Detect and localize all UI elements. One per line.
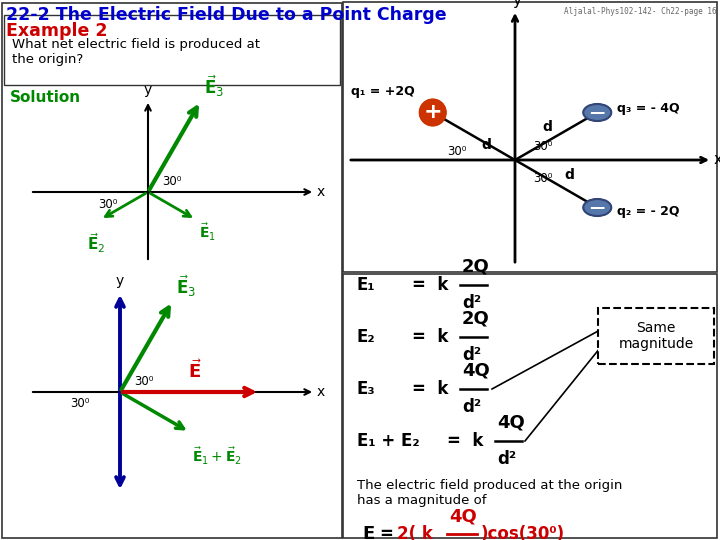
Text: q₃ = - 4Q: q₃ = - 4Q bbox=[617, 102, 680, 115]
Text: y: y bbox=[116, 274, 124, 288]
Text: d²: d² bbox=[462, 398, 481, 416]
Text: =: = bbox=[379, 525, 393, 540]
Text: $\vec{\mathbf{E}}_2$: $\vec{\mathbf{E}}_2$ bbox=[87, 232, 106, 255]
Text: Solution: Solution bbox=[10, 90, 81, 105]
Text: E₃: E₃ bbox=[357, 380, 376, 398]
Text: What net electric field is produced at
the origin?: What net electric field is produced at t… bbox=[12, 38, 260, 66]
Text: Same
magnitude: Same magnitude bbox=[618, 321, 693, 351]
Text: E: E bbox=[362, 525, 374, 540]
Ellipse shape bbox=[583, 199, 611, 216]
Text: 2( k: 2( k bbox=[397, 525, 433, 540]
Text: q₂ = - 2Q: q₂ = - 2Q bbox=[617, 205, 680, 218]
Text: Example 2: Example 2 bbox=[6, 22, 107, 40]
Text: =  k: = k bbox=[412, 276, 449, 294]
Text: q₁ = +2Q: q₁ = +2Q bbox=[351, 85, 415, 98]
Text: E₁: E₁ bbox=[357, 276, 376, 294]
Text: )cos(30⁰): )cos(30⁰) bbox=[481, 525, 565, 540]
Text: 30⁰: 30⁰ bbox=[98, 198, 117, 211]
Text: 30⁰: 30⁰ bbox=[70, 397, 89, 410]
Text: =  k: = k bbox=[412, 328, 449, 346]
Text: +: + bbox=[423, 103, 442, 123]
Text: d²: d² bbox=[497, 450, 516, 468]
Text: d: d bbox=[482, 138, 492, 152]
Text: y: y bbox=[144, 83, 152, 97]
Bar bbox=[4, 15, 340, 85]
Text: 4Q: 4Q bbox=[449, 507, 477, 525]
Text: 4Q: 4Q bbox=[462, 362, 490, 380]
Text: =  k: = k bbox=[447, 432, 483, 450]
Text: $\vec{\mathbf{E}}_3$: $\vec{\mathbf{E}}_3$ bbox=[176, 274, 197, 299]
Text: x: x bbox=[317, 185, 325, 199]
Text: d²: d² bbox=[462, 294, 481, 312]
Text: y: y bbox=[513, 0, 521, 8]
Text: 4Q: 4Q bbox=[497, 414, 525, 432]
Text: 30⁰: 30⁰ bbox=[134, 375, 153, 388]
Circle shape bbox=[420, 99, 446, 125]
Text: $\vec{\mathbf{E}}_1$: $\vec{\mathbf{E}}_1$ bbox=[199, 221, 215, 242]
Text: x: x bbox=[714, 152, 720, 167]
FancyBboxPatch shape bbox=[598, 308, 714, 364]
Ellipse shape bbox=[583, 104, 611, 121]
Text: d: d bbox=[542, 120, 552, 134]
Text: 30⁰: 30⁰ bbox=[447, 145, 467, 158]
Bar bbox=[2, 3, 342, 538]
Text: The electric field produced at the origin
has a magnitude of: The electric field produced at the origi… bbox=[357, 479, 622, 507]
Text: d: d bbox=[564, 168, 574, 182]
Text: —: — bbox=[590, 200, 605, 215]
Text: 2Q: 2Q bbox=[462, 258, 490, 276]
Text: =  k: = k bbox=[412, 380, 449, 398]
Text: 22-2 The Electric Field Due to a Point Charge: 22-2 The Electric Field Due to a Point C… bbox=[6, 6, 446, 24]
Text: E₂: E₂ bbox=[357, 328, 376, 346]
Text: 30⁰: 30⁰ bbox=[533, 172, 552, 185]
Text: 2Q: 2Q bbox=[462, 310, 490, 328]
Text: $\vec{\mathbf{E}}$: $\vec{\mathbf{E}}$ bbox=[188, 359, 202, 382]
Text: $\vec{\mathbf{E}}_3$: $\vec{\mathbf{E}}_3$ bbox=[204, 73, 225, 99]
Text: x: x bbox=[317, 385, 325, 399]
Text: 30⁰: 30⁰ bbox=[162, 175, 181, 188]
Text: —: — bbox=[590, 105, 605, 120]
Text: d²: d² bbox=[462, 346, 481, 364]
Bar bbox=[343, 274, 717, 538]
Text: E₁ + E₂: E₁ + E₂ bbox=[357, 432, 420, 450]
Text: Aljalal-Phys102-142- Ch22-page 16: Aljalal-Phys102-142- Ch22-page 16 bbox=[564, 7, 717, 16]
Text: 30⁰: 30⁰ bbox=[533, 140, 552, 153]
Bar bbox=[343, 2, 717, 272]
Text: $\vec{\mathbf{E}}_1 + \vec{\mathbf{E}}_2$: $\vec{\mathbf{E}}_1 + \vec{\mathbf{E}}_2… bbox=[192, 446, 243, 467]
